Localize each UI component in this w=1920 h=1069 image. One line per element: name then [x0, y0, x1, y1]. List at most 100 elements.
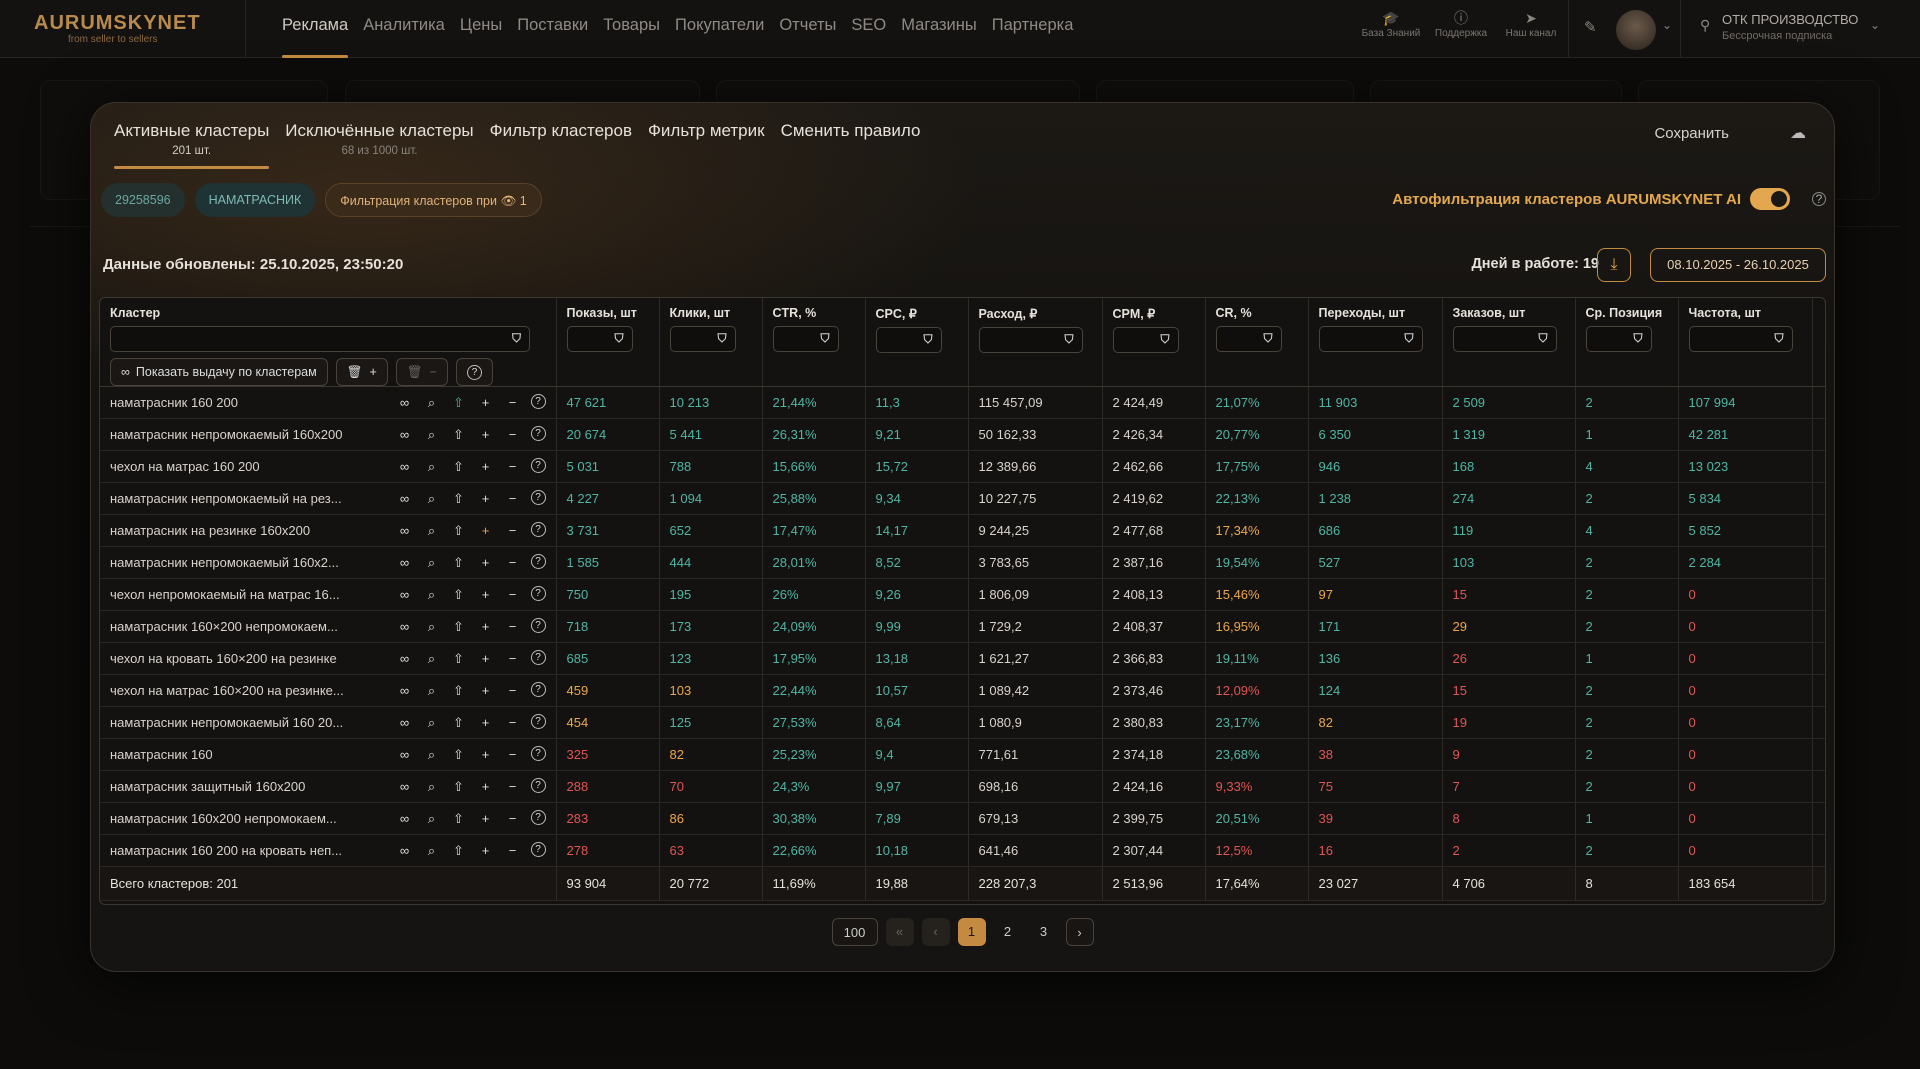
binoculars-icon[interactable]: ∞ [399, 618, 410, 634]
help-icon[interactable]: ? [530, 681, 546, 697]
search-icon[interactable]: ⌕ [427, 618, 436, 634]
org-chevron-icon[interactable]: ⌄ [1870, 18, 1881, 32]
boost-icon[interactable]: ⇧ [453, 458, 464, 474]
plus-icon[interactable]: + [481, 746, 490, 762]
minus-icon[interactable]: − [508, 682, 517, 698]
search-icon[interactable]: ⌕ [427, 746, 436, 762]
search-icon[interactable]: ⌕ [427, 426, 436, 442]
plus-icon[interactable]: + [481, 490, 490, 506]
orders-filter[interactable]: ⛉ [1452, 326, 1557, 352]
binoculars-icon[interactable]: ∞ [399, 842, 410, 858]
tab-active-clusters[interactable]: Активные кластеры 201 шт. [114, 121, 270, 169]
cpm-filter[interactable]: ⛉ [1112, 327, 1179, 353]
boost-icon[interactable]: ⇧ [453, 746, 464, 762]
boost-icon[interactable]: ⇧ [453, 394, 464, 410]
boost-icon[interactable]: ⇧ [453, 586, 464, 602]
date-range-button[interactable]: 08.10.2025 - 26.10.2025 [1650, 248, 1826, 282]
help-icon[interactable]: ? [530, 425, 546, 441]
boost-icon[interactable]: ⇧ [453, 842, 464, 858]
boost-icon[interactable]: ⇧ [453, 522, 464, 538]
help-icon[interactable]: ? [530, 521, 546, 537]
boost-icon[interactable]: ⇧ [453, 554, 464, 570]
page-1[interactable]: 1 [957, 918, 986, 946]
cpc-filter[interactable]: ⛉ [875, 327, 942, 353]
edit-icon[interactable]: ✎ [1584, 19, 1597, 36]
help-icon[interactable]: ? [530, 489, 546, 505]
avatar[interactable] [1616, 10, 1656, 50]
nav-partner[interactable]: Партнерка [991, 16, 1074, 34]
binoculars-icon[interactable]: ∞ [399, 522, 410, 538]
filter-chip[interactable]: Фильтрация кластеров при 👁 1 [325, 183, 542, 217]
plus-icon[interactable]: + [481, 714, 490, 730]
minus-icon[interactable]: − [508, 810, 517, 826]
plus-icon[interactable]: + [481, 522, 490, 538]
plus-icon[interactable]: + [481, 682, 490, 698]
col-impressions[interactable]: Показы, шт ⛉ [556, 298, 660, 387]
help-icon[interactable]: ? [530, 393, 546, 409]
help-icon[interactable]: ? [530, 617, 546, 633]
minus-icon[interactable]: − [508, 778, 517, 794]
help-icon[interactable]: ? [1812, 192, 1826, 206]
page-2[interactable]: 2 [1003, 924, 1012, 939]
show-results-button[interactable]: ∞ Показать выдачу по кластерам [110, 358, 328, 386]
next-page-button[interactable]: › [1065, 918, 1094, 946]
support-link[interactable]: ⓘ Поддержка [1428, 8, 1494, 39]
boost-icon[interactable]: ⇧ [453, 714, 464, 730]
logo[interactable]: AURUMSKYNET from seller to sellers [34, 12, 234, 46]
search-icon[interactable]: ⌕ [427, 522, 436, 538]
col-cpm[interactable]: CPM, ₽ ⛉ [1102, 298, 1206, 387]
binoculars-icon[interactable]: ∞ [399, 394, 410, 410]
plus-icon[interactable]: + [481, 394, 490, 410]
boost-icon[interactable]: ⇧ [453, 426, 464, 442]
plus-icon[interactable]: + [481, 458, 490, 474]
bulk-actions[interactable]: 🗑 + [335, 358, 388, 386]
search-icon[interactable]: ⌕ [427, 650, 436, 666]
nav-analytics[interactable]: Аналитика [363, 16, 445, 34]
minus-icon[interactable]: − [508, 554, 517, 570]
help-icon[interactable]: ? [530, 841, 546, 857]
nav-prices[interactable]: Цены [459, 16, 503, 34]
binoculars-icon[interactable]: ∞ [399, 714, 410, 730]
search-icon[interactable]: ⌕ [427, 682, 436, 698]
export-button[interactable]: ⤓ [1597, 248, 1631, 282]
plus-icon[interactable]: + [481, 618, 490, 634]
help-icon[interactable]: ? [530, 713, 546, 729]
plus-icon[interactable]: + [481, 426, 490, 442]
save-button[interactable]: Сохранить [1654, 125, 1729, 142]
frequency-filter[interactable]: ⛉ [1688, 326, 1793, 352]
binoculars-icon[interactable]: ∞ [399, 650, 410, 666]
channel-link[interactable]: ➤ Наш канал [1498, 8, 1564, 39]
col-avg-position[interactable]: Ср. Позиция ⛉ [1575, 298, 1679, 387]
organization[interactable]: ОТК ПРОИЗВОДСТВО Бессрочная подписка [1722, 12, 1858, 42]
plus-icon[interactable]: + [369, 365, 377, 379]
minus-icon[interactable]: − [508, 522, 517, 538]
category-chip[interactable]: НАМАТРАСНИК [194, 183, 316, 217]
help-icon[interactable]: ? [530, 553, 546, 569]
tab-metric-filter[interactable]: Фильтр метрик [647, 121, 765, 140]
binoculars-icon[interactable]: ∞ [399, 682, 410, 698]
first-page-button[interactable]: « [885, 918, 914, 946]
help-icon[interactable]: ? [530, 809, 546, 825]
autofilter-toggle[interactable] [1750, 188, 1790, 210]
minus-icon[interactable]: − [508, 394, 517, 410]
help-icon[interactable]: ? [530, 585, 546, 601]
help-icon[interactable]: ? [530, 745, 546, 761]
transitions-filter[interactable]: ⛉ [1318, 326, 1423, 352]
page-size-select[interactable]: 100 [831, 918, 878, 946]
knowledge-base-link[interactable]: 🎓 База Знаний [1358, 8, 1424, 39]
boost-icon[interactable]: ⇧ [453, 490, 464, 506]
minus-icon[interactable]: − [508, 586, 517, 602]
minus-icon[interactable]: − [508, 650, 517, 666]
plus-icon[interactable]: + [481, 842, 490, 858]
tab-cluster-filter[interactable]: Фильтр кластеров [489, 121, 632, 140]
tab-change-rule[interactable]: Сменить правило [780, 121, 921, 140]
col-cpc[interactable]: CPC, ₽ ⛉ [865, 298, 969, 387]
search-icon[interactable]: ⌕ [427, 714, 436, 730]
nav-seo[interactable]: SEO [851, 16, 887, 34]
position-filter[interactable]: ⛉ [1585, 326, 1652, 352]
minus-icon[interactable]: − [508, 618, 517, 634]
binoculars-icon[interactable]: ∞ [399, 810, 410, 826]
prev-page-button[interactable]: ‹ [921, 918, 950, 946]
impressions-filter[interactable]: ⛉ [566, 326, 633, 352]
boost-icon[interactable]: ⇧ [453, 810, 464, 826]
